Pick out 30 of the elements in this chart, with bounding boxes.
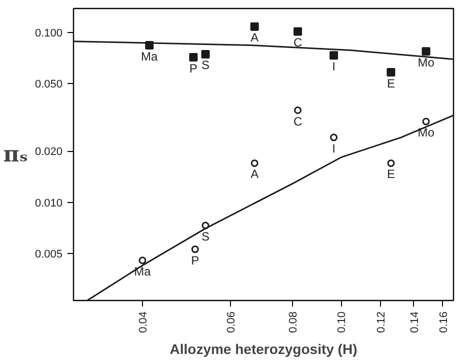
y-axis-title: πₛ — [3, 142, 28, 168]
y-tick-label: 0.005 — [34, 248, 63, 261]
x-tick-label: 0.12 — [376, 311, 388, 333]
x-tick-label: 0.08 — [288, 311, 300, 333]
annotation: Mo — [418, 55, 435, 70]
y-tick-label: 0.050 — [34, 78, 63, 90]
x-tick-label: 0.16 — [438, 311, 450, 333]
annotation: E — [386, 167, 395, 182]
annotation: C — [293, 114, 302, 128]
annotation: P — [189, 61, 198, 76]
annotation: A — [250, 167, 259, 182]
annotation: I — [332, 141, 336, 156]
annotation: A — [250, 30, 259, 45]
y-tick-label: 0.020 — [34, 146, 63, 158]
annotation: C — [293, 36, 302, 50]
annotation: Ma — [134, 264, 152, 278]
annotation: Ma — [141, 49, 158, 64]
annotation: S — [201, 229, 210, 244]
annotation: Mo — [418, 125, 435, 140]
annotation: P — [191, 253, 200, 268]
annotation: S — [201, 58, 210, 72]
annotation: E — [386, 76, 395, 90]
y-tick-label: 0.100 — [34, 27, 63, 40]
y-tick-label: 0.010 — [34, 197, 63, 210]
x-tick-label: 0.14 — [408, 311, 421, 333]
annotation: I — [332, 59, 336, 74]
x-tick-label: 0.06 — [225, 311, 238, 333]
x-tick-label: 0.04 — [137, 311, 150, 333]
x-tick-label: 0.10 — [336, 311, 348, 333]
x-axis-title: Allozyme heterozygosity (H) — [170, 340, 358, 357]
